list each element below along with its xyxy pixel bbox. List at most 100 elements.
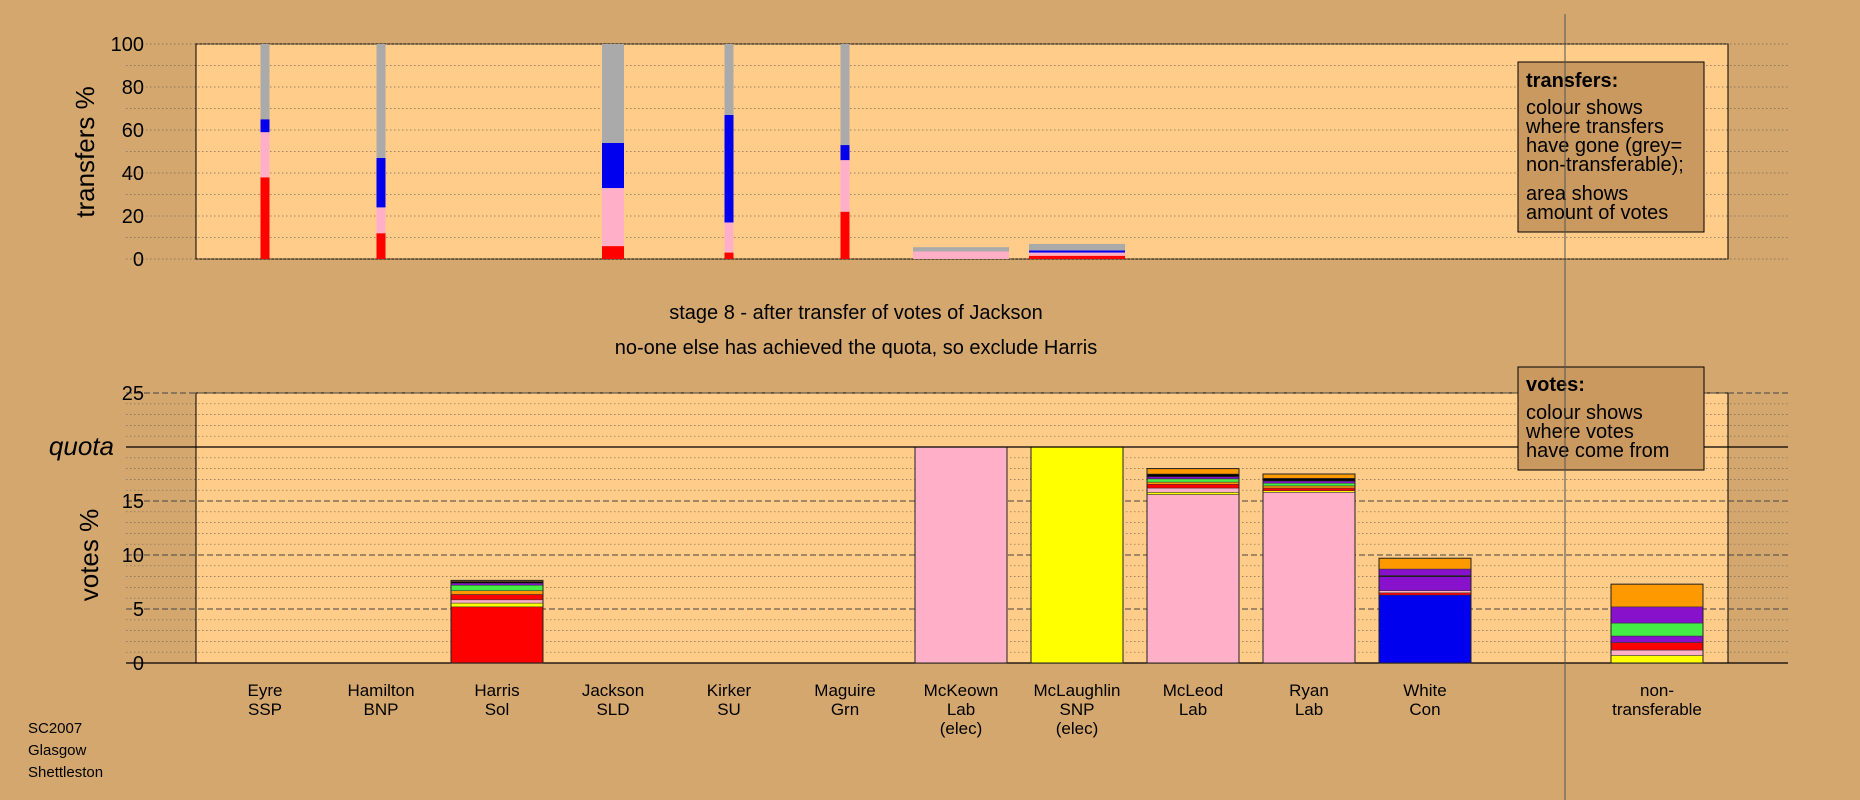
footer-line: Shettleston — [28, 764, 103, 781]
transfer-segment — [1029, 243, 1125, 251]
transfer-segment — [913, 251, 1009, 259]
y-tick-label: 5 — [133, 599, 144, 621]
transfer-segment — [376, 233, 386, 259]
vote-segment — [1610, 649, 1704, 656]
transfer-bar — [1029, 243, 1125, 259]
vote-bar — [1030, 446, 1124, 664]
transfers-gridlines — [126, 43, 1788, 260]
transfers-legend-line: non-transferable); — [1526, 154, 1684, 176]
vote-segment — [1610, 642, 1704, 651]
vote-bar-outline — [1610, 583, 1704, 664]
transfer-segment — [376, 207, 386, 234]
vote-segment — [450, 599, 544, 604]
y-tick-label: 80 — [122, 77, 144, 99]
candidate-label-line: Grn — [831, 700, 859, 719]
y-tick-label: 100 — [111, 34, 144, 56]
y-tick-label: 0 — [133, 653, 144, 675]
transfer-segment — [376, 44, 386, 158]
candidate-label-line: McKeown — [924, 681, 999, 700]
footer-line: Glasgow — [28, 742, 87, 759]
candidate-label-line: Sol — [485, 700, 510, 719]
candidate-label-line: White — [1403, 681, 1446, 700]
transfer-segment — [840, 145, 850, 161]
y-tick-label: 0 — [133, 249, 144, 271]
vote-segment — [450, 584, 544, 591]
votes-legend-title: votes: — [1526, 374, 1585, 396]
candidate-label-line: Lab — [1179, 700, 1207, 719]
candidate-label-line: SLD — [596, 700, 629, 719]
vote-bar-outline — [1146, 468, 1240, 664]
vote-bar — [1262, 473, 1356, 664]
transfers-legend-line: colour shows — [1526, 97, 1643, 119]
y-tick-label: 20 — [122, 206, 144, 228]
votes-panel: 0 5 10 15 25 quota votes % votes: colour sho… — [49, 366, 1788, 675]
candidate-label-line: (elec) — [1056, 719, 1099, 738]
vote-segment — [1378, 594, 1472, 664]
vote-segment — [1262, 473, 1356, 479]
candidate-label-line: Harris — [474, 681, 519, 700]
vote-bar — [1378, 557, 1472, 664]
candidate-label-line: Kirker — [707, 681, 752, 700]
transfers-legend-line: area shows — [1526, 183, 1628, 205]
transfer-bar — [376, 44, 386, 259]
vote-segment — [1146, 487, 1240, 493]
y-tick-label: 15 — [122, 491, 144, 513]
vote-segment — [1146, 476, 1240, 480]
vote-segment — [1378, 568, 1472, 576]
vote-segment — [1146, 478, 1240, 483]
transfers-axis-title: transfers % — [70, 86, 100, 218]
transfers-bars — [260, 44, 1125, 259]
candidate-label-line: Eyre — [248, 681, 283, 700]
votes-axis-title: votes % — [74, 509, 104, 602]
vote-segment — [450, 594, 544, 601]
vote-segment — [1146, 468, 1240, 475]
transfer-segment — [602, 246, 624, 259]
transfer-segment — [840, 160, 850, 212]
vote-segment — [1610, 655, 1704, 664]
votes-y-ticks: 0 5 10 15 25 — [122, 383, 144, 675]
transfer-segment — [724, 114, 734, 223]
transfers-legend-title: transfers: — [1526, 70, 1618, 92]
transfer-segment — [724, 252, 734, 259]
votes-legend-line: where votes — [1525, 421, 1634, 443]
candidate-label-line: transferable — [1612, 700, 1702, 719]
transfers-legend-box — [1517, 61, 1705, 233]
vote-segment — [1146, 494, 1240, 664]
stage-title: stage 8 - after transfer of votes of Jac… — [669, 302, 1043, 324]
vote-segment — [1610, 622, 1704, 637]
vote-bar — [914, 446, 1008, 664]
vote-bar-outline — [450, 579, 544, 664]
candidate-label-line: SSP — [248, 700, 282, 719]
transfers-y-ticks: 0 20 40 60 80 100 — [111, 34, 144, 271]
transfers-panel: 0 20 40 60 80 100 transfers % transfers: colo… — [70, 34, 1788, 271]
transfers-legend: transfers: colour shows where transfers … — [1517, 61, 1705, 233]
transfer-segment — [724, 222, 734, 253]
votes-legend-line: colour shows — [1526, 402, 1643, 424]
y-tick-label: 60 — [122, 120, 144, 142]
vote-segment — [450, 590, 544, 595]
votes-legend-line: have come from — [1526, 440, 1669, 462]
transfers-legend-line: where transfers — [1525, 116, 1664, 138]
transfer-segment — [260, 132, 270, 178]
candidate-label-line: Lab — [1295, 700, 1323, 719]
vote-segment — [1146, 484, 1240, 489]
candidate-label-line: non- — [1640, 681, 1674, 700]
transfer-segment — [260, 119, 270, 133]
candidate-label-line: Ryan — [1289, 681, 1329, 700]
vote-segment — [1146, 481, 1240, 485]
votes-legend: votes: colour shows where votes have com… — [1517, 366, 1705, 471]
transfers-legend-line: amount of votes — [1526, 202, 1668, 224]
vote-segment — [1262, 487, 1356, 491]
candidate-label-line: Maguire — [814, 681, 875, 700]
transfer-segment — [1029, 250, 1125, 253]
vote-segment — [1378, 557, 1472, 570]
candidate-label-line: SU — [717, 700, 741, 719]
